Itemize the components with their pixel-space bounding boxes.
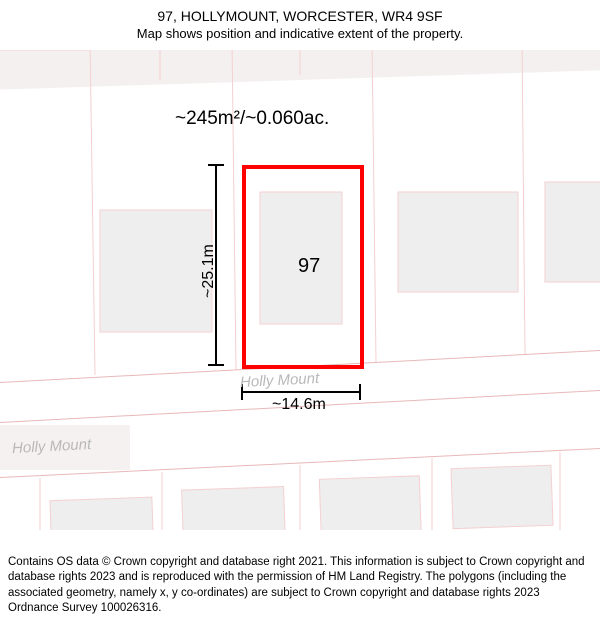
dim-width-label: ~14.6m	[272, 396, 326, 414]
dim-width-cap-right	[359, 384, 361, 400]
page-root: 97, HOLLYMOUNT, WORCESTER, WR4 9SF Map s…	[0, 0, 600, 625]
map-subtitle: Map shows position and indicative extent…	[0, 26, 600, 41]
dim-width-line	[242, 391, 360, 393]
dim-height-cap-bottom	[208, 364, 224, 366]
dim-height-cap-top	[208, 164, 224, 166]
buildings-lower	[49, 465, 553, 530]
dim-height-label: ~25.1m	[200, 244, 218, 298]
map-area: ~245m²/~0.060ac. 97 ~25.1m ~14.6m Holly …	[0, 50, 600, 530]
header: 97, HOLLYMOUNT, WORCESTER, WR4 9SF Map s…	[0, 0, 600, 41]
area-label: ~245m²/~0.060ac.	[175, 108, 329, 130]
road	[0, 350, 600, 478]
address-title: 97, HOLLYMOUNT, WORCESTER, WR4 9SF	[0, 8, 600, 24]
footer-copyright: Contains OS data © Crown copyright and d…	[0, 549, 600, 625]
property-number: 97	[298, 255, 320, 278]
